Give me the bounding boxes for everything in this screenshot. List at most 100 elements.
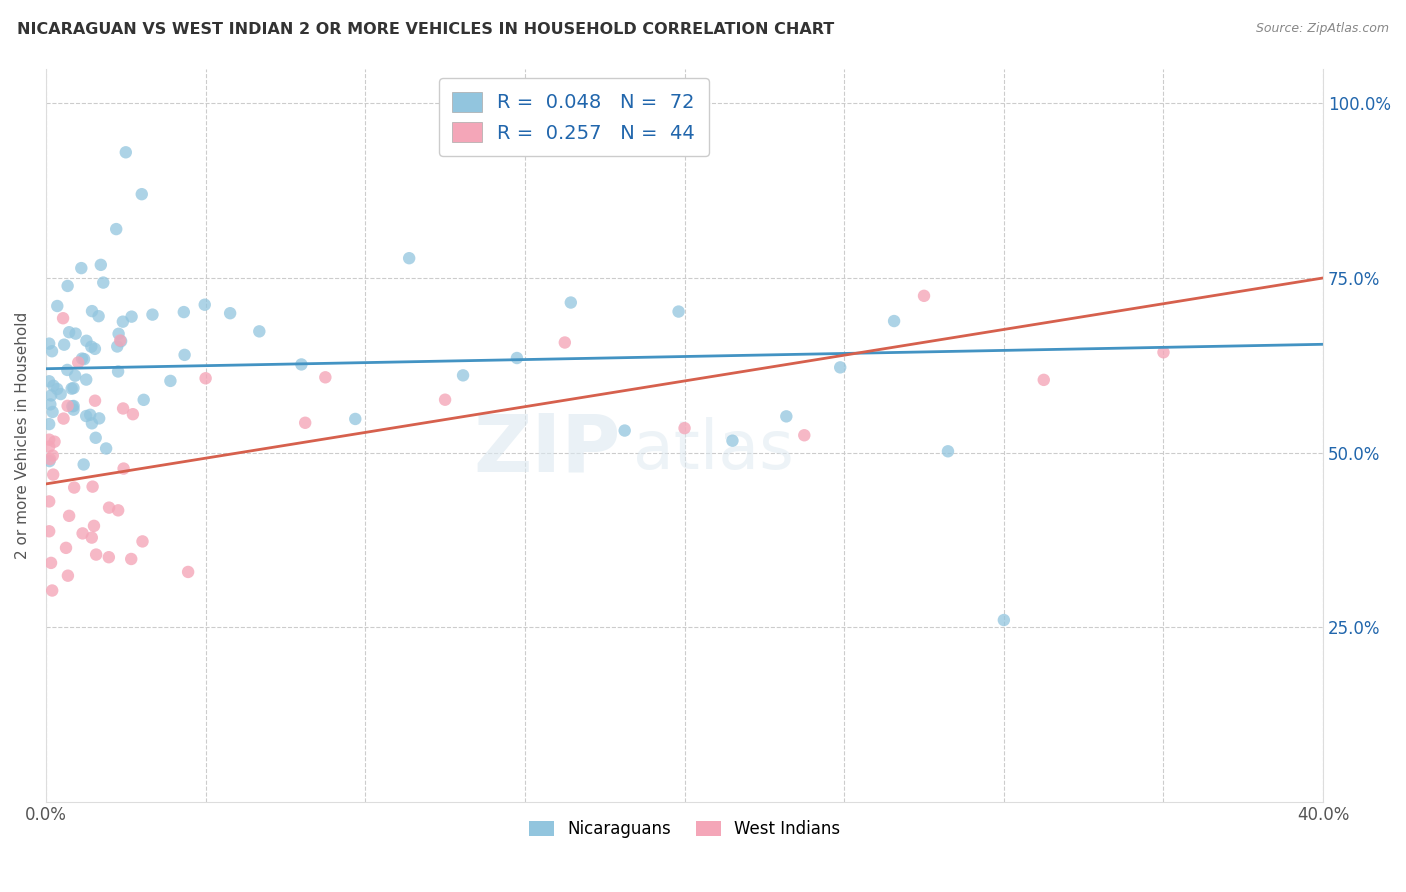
Point: [87, 309, 110, 323]
Point: [42, 467, 65, 482]
Point: [194, 298, 217, 312]
Point: [55, 541, 77, 555]
Point: [90, 258, 112, 272]
Point: [131, 534, 153, 549]
Point: [775, 409, 797, 424]
Point: [434, 392, 457, 407]
Point: [70, 261, 93, 276]
Point: [132, 392, 155, 407]
Point: [993, 613, 1015, 627]
Point: [84, 431, 107, 445]
Point: [80, 340, 103, 354]
Point: [314, 370, 336, 384]
Point: [63, 481, 86, 495]
Point: [173, 305, 195, 319]
Point: [38, 433, 60, 447]
Point: [56, 363, 79, 377]
Point: [110, 334, 132, 348]
Point: [107, 326, 129, 341]
Point: [67, 355, 90, 369]
Point: [46, 299, 69, 313]
Point: [673, 421, 696, 435]
Point: [42, 449, 65, 463]
Y-axis label: 2 or more Vehicles in Household: 2 or more Vehicles in Household: [15, 311, 30, 558]
Point: [62, 402, 84, 417]
Point: [82, 480, 104, 494]
Point: [120, 552, 142, 566]
Point: [62, 399, 84, 413]
Point: [194, 371, 217, 385]
Point: [75, 409, 97, 423]
Point: [398, 251, 420, 265]
Point: [883, 314, 905, 328]
Point: [65, 326, 87, 341]
Point: [63, 368, 86, 383]
Point: [80, 531, 103, 545]
Text: atlas: atlas: [634, 417, 794, 483]
Point: [94, 442, 117, 456]
Point: [38, 454, 60, 468]
Point: [38, 336, 60, 351]
Point: [58, 325, 80, 339]
Point: [912, 289, 935, 303]
Point: [451, 368, 474, 383]
Point: [75, 334, 97, 348]
Point: [141, 308, 163, 322]
Point: [53, 337, 76, 351]
Point: [668, 304, 690, 318]
Text: Source: ZipAtlas.com: Source: ZipAtlas.com: [1256, 22, 1389, 36]
Point: [38, 524, 60, 539]
Point: [112, 401, 135, 416]
Point: [41, 405, 63, 419]
Point: [41, 344, 63, 359]
Point: [39, 397, 62, 411]
Point: [83, 519, 105, 533]
Point: [107, 364, 129, 378]
Point: [177, 565, 200, 579]
Point: [108, 334, 131, 348]
Point: [38, 374, 60, 388]
Point: [70, 351, 93, 366]
Point: [131, 187, 153, 202]
Point: [42, 378, 65, 392]
Point: [72, 526, 94, 541]
Point: [344, 412, 367, 426]
Point: [46, 382, 69, 396]
Point: [84, 393, 107, 408]
Point: [62, 381, 84, 395]
Point: [111, 315, 134, 329]
Legend: Nicaraguans, West Indians: Nicaraguans, West Indians: [522, 814, 846, 845]
Point: [80, 304, 103, 318]
Point: [173, 348, 195, 362]
Point: [58, 508, 80, 523]
Point: [83, 342, 105, 356]
Point: [73, 458, 96, 472]
Point: [1153, 345, 1175, 359]
Text: NICARAGUAN VS WEST INDIAN 2 OR MORE VEHICLES IN HOUSEHOLD CORRELATION CHART: NICARAGUAN VS WEST INDIAN 2 OR MORE VEHI…: [17, 22, 834, 37]
Point: [159, 374, 181, 388]
Point: [105, 339, 128, 353]
Point: [122, 407, 145, 421]
Point: [39, 556, 62, 570]
Point: [936, 444, 959, 458]
Point: [89, 411, 111, 425]
Point: [75, 373, 97, 387]
Point: [554, 335, 576, 350]
Point: [39, 452, 62, 467]
Point: [91, 276, 114, 290]
Point: [60, 382, 83, 396]
Point: [38, 494, 60, 508]
Point: [613, 424, 636, 438]
Point: [38, 417, 60, 431]
Point: [49, 387, 72, 401]
Point: [294, 416, 316, 430]
Point: [56, 399, 79, 413]
Point: [247, 324, 270, 338]
Point: [830, 360, 852, 375]
Point: [38, 440, 60, 454]
Point: [290, 358, 312, 372]
Point: [44, 434, 66, 449]
Point: [52, 411, 75, 425]
Point: [793, 428, 815, 442]
Point: [112, 461, 135, 475]
